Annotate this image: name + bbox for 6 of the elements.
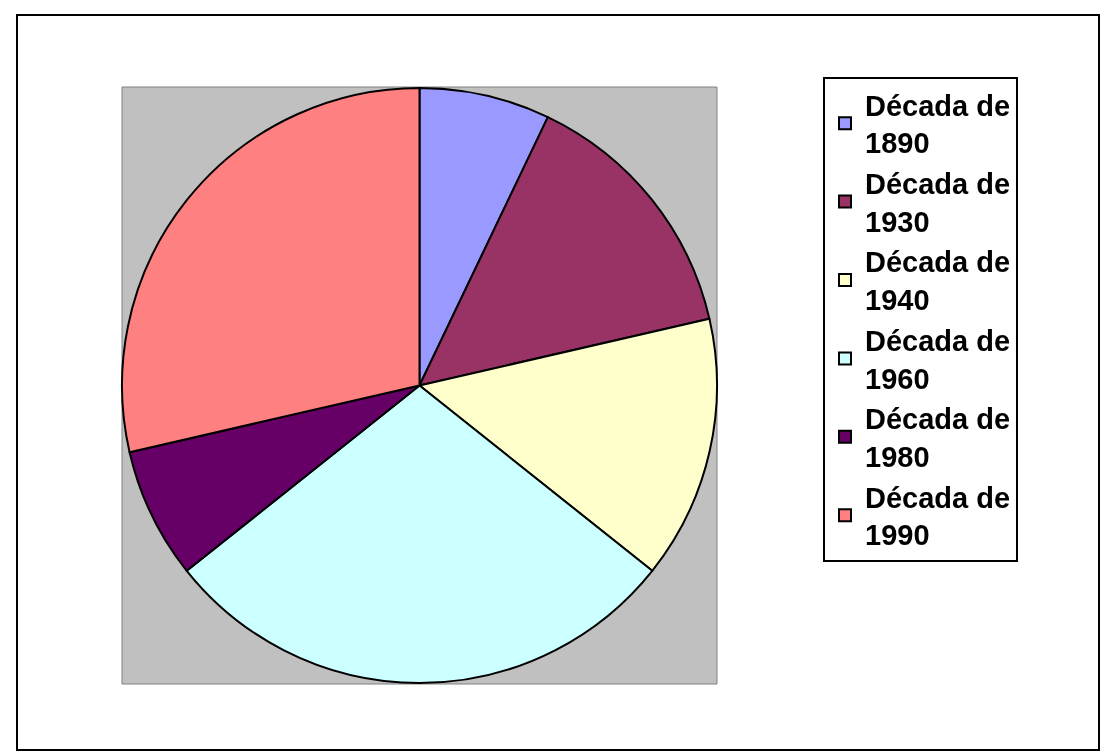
legend-label: Década de 1930 xyxy=(865,168,1011,238)
legend-label: Década de 1960 xyxy=(865,324,1011,395)
legend-label: Década de 1980 xyxy=(865,403,1011,473)
legend-label: Década de 1940 xyxy=(865,246,1011,317)
legend-label: Década de 1990 xyxy=(865,481,1011,552)
legend-label: Década de 1890 xyxy=(865,89,1011,160)
